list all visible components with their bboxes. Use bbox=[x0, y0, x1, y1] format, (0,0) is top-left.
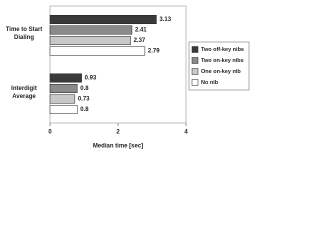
x-axis-label: Median time [sec] bbox=[93, 144, 143, 150]
y-tick-label: Time to Start Dialing bbox=[5, 27, 43, 42]
x-tick-label: 4 bbox=[184, 130, 188, 136]
bar bbox=[49, 15, 157, 24]
bar bbox=[49, 73, 82, 83]
value-label: 3.13 bbox=[159, 17, 171, 23]
x-tick-label: 0 bbox=[48, 130, 52, 136]
y-tick-label: Interdigit Average bbox=[11, 85, 37, 100]
legend-box bbox=[188, 41, 250, 91]
legend-label: No nib bbox=[201, 80, 219, 86]
legend-swatch bbox=[191, 68, 199, 75]
value-label: 0.93 bbox=[85, 76, 97, 82]
value-label: 0.73 bbox=[78, 97, 90, 103]
value-label: 0.8 bbox=[80, 107, 89, 113]
legend-label: Two on-key nibs bbox=[201, 58, 244, 64]
legend-swatch bbox=[191, 79, 199, 86]
bar bbox=[49, 105, 78, 114]
value-label: 0.8 bbox=[80, 86, 89, 92]
bar bbox=[49, 46, 146, 56]
legend-swatch bbox=[191, 57, 199, 64]
bar bbox=[49, 94, 76, 104]
bar bbox=[49, 84, 78, 93]
value-label: 2.37 bbox=[134, 38, 146, 44]
value-label: 2.79 bbox=[148, 49, 160, 55]
bar bbox=[49, 25, 133, 35]
x-tick-label: 2 bbox=[116, 130, 120, 136]
bar bbox=[49, 36, 131, 45]
value-label: 2.41 bbox=[135, 28, 147, 34]
legend-swatch bbox=[191, 46, 199, 53]
chart-svg: Median time [sec] 0 2 4 3.13 2.41 2.372.79 0.9… bbox=[48, 5, 250, 150]
legend-label: Two off-key nibs bbox=[201, 47, 244, 53]
legend-label: One on-key nib bbox=[201, 69, 241, 75]
chart: Median time [sec] 0 2 4 3.13 2.41 2.37 2.79 0.9… bbox=[5, 5, 250, 150]
